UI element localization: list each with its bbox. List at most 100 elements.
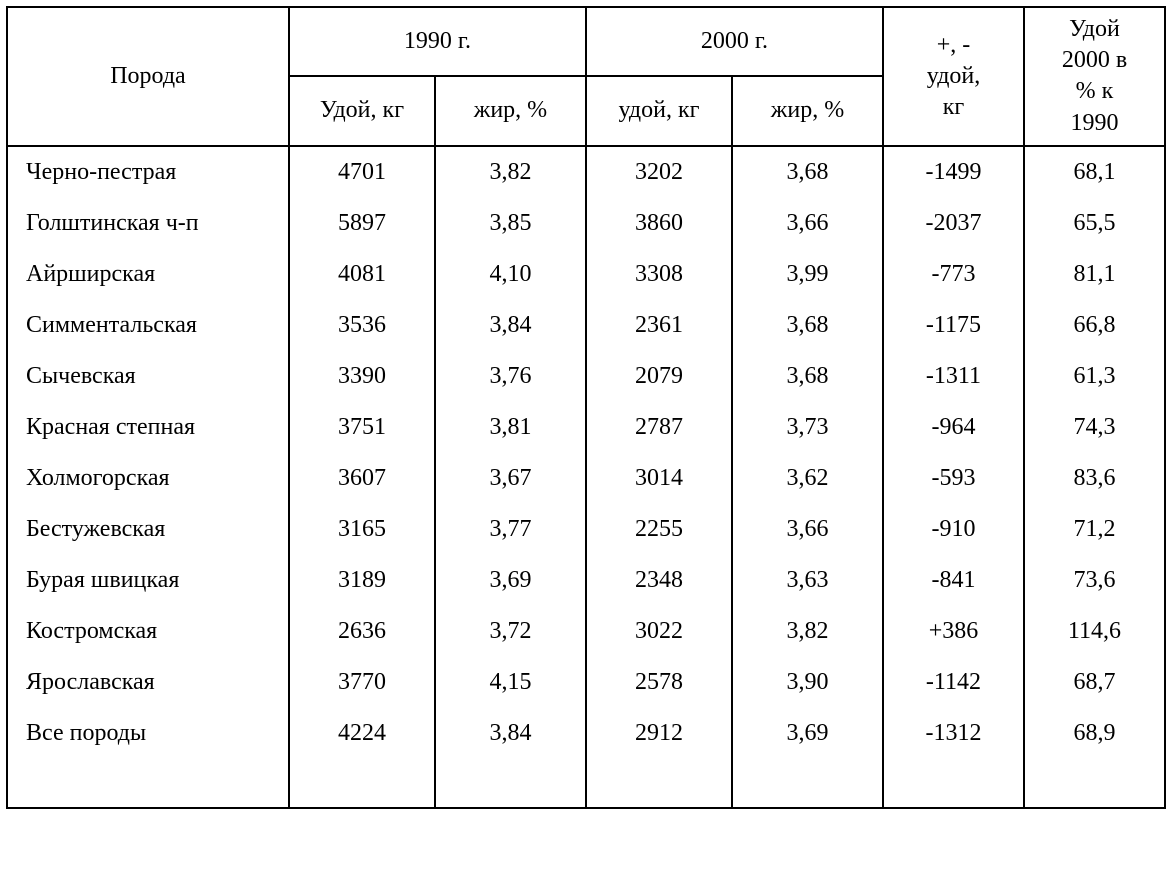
cell-pct: 68,1 <box>1024 146 1165 198</box>
cell-diff: -841 <box>883 555 1024 606</box>
cell-diff: -593 <box>883 453 1024 504</box>
cell-diff: -773 <box>883 249 1024 300</box>
header-year-2000: 2000 г. <box>586 7 883 76</box>
cell-breed: Холмогорская <box>7 453 289 504</box>
cell-udoy-2000: 3014 <box>586 453 732 504</box>
table-row: Ярославская37704,1525783,90-114268,7 <box>7 657 1165 708</box>
cell-diff: -910 <box>883 504 1024 555</box>
table-row: Айрширская40814,1033083,99-77381,1 <box>7 249 1165 300</box>
cell-breed: Бестужевская <box>7 504 289 555</box>
cell-udoy-1990: 4701 <box>289 146 435 198</box>
cell-pct: 68,9 <box>1024 708 1165 808</box>
table-row: Все породы42243,8429123,69-131268,9 <box>7 708 1165 808</box>
cell-udoy-1990: 3770 <box>289 657 435 708</box>
table-row: Костромская26363,7230223,82+386114,6 <box>7 606 1165 657</box>
cell-diff: -1142 <box>883 657 1024 708</box>
cell-breed: Красная степная <box>7 402 289 453</box>
table-row: Сычевская33903,7620793,68-131161,3 <box>7 351 1165 402</box>
cell-pct: 73,6 <box>1024 555 1165 606</box>
table-body: Черно-пестрая47013,8232023,68-149968,1Го… <box>7 146 1165 808</box>
cell-pct: 74,3 <box>1024 402 1165 453</box>
cell-fat-1990: 4,10 <box>435 249 586 300</box>
table-row: Бурая швицкая31893,6923483,63-84173,6 <box>7 555 1165 606</box>
cell-fat-2000: 3,73 <box>732 402 883 453</box>
cell-udoy-1990: 3751 <box>289 402 435 453</box>
header-year-1990: 1990 г. <box>289 7 586 76</box>
cell-udoy-2000: 2787 <box>586 402 732 453</box>
cell-diff: -964 <box>883 402 1024 453</box>
cell-fat-2000: 3,68 <box>732 351 883 402</box>
cell-diff: +386 <box>883 606 1024 657</box>
cell-pct: 81,1 <box>1024 249 1165 300</box>
cell-fat-2000: 3,69 <box>732 708 883 808</box>
cell-fat-2000: 3,82 <box>732 606 883 657</box>
cell-breed: Все породы <box>7 708 289 808</box>
header-fat-2000: жир, % <box>732 76 883 145</box>
cell-udoy-2000: 3308 <box>586 249 732 300</box>
cell-fat-1990: 3,77 <box>435 504 586 555</box>
cell-pct: 61,3 <box>1024 351 1165 402</box>
table-row: Красная степная37513,8127873,73-96474,3 <box>7 402 1165 453</box>
cell-breed: Голштинская ч-п <box>7 198 289 249</box>
cell-udoy-2000: 2361 <box>586 300 732 351</box>
cell-fat-2000: 3,90 <box>732 657 883 708</box>
cell-udoy-1990: 3607 <box>289 453 435 504</box>
cell-diff: -2037 <box>883 198 1024 249</box>
header-diff-udoy: +, -удой,кг <box>883 7 1024 146</box>
cell-fat-1990: 3,84 <box>435 300 586 351</box>
cell-fat-1990: 3,69 <box>435 555 586 606</box>
cell-pct: 66,8 <box>1024 300 1165 351</box>
cell-udoy-2000: 3860 <box>586 198 732 249</box>
cell-fat-2000: 3,68 <box>732 300 883 351</box>
header-fat-1990: жир, % <box>435 76 586 145</box>
cell-breed: Бурая швицкая <box>7 555 289 606</box>
cell-udoy-1990: 3189 <box>289 555 435 606</box>
header-udoy-2000: удой, кг <box>586 76 732 145</box>
cell-udoy-2000: 3202 <box>586 146 732 198</box>
table-row: Голштинская ч-п58973,8538603,66-203765,5 <box>7 198 1165 249</box>
cell-diff: -1499 <box>883 146 1024 198</box>
table-header: Порода 1990 г. 2000 г. +, -удой,кг Удой2… <box>7 7 1165 146</box>
cell-breed: Айрширская <box>7 249 289 300</box>
cell-diff: -1175 <box>883 300 1024 351</box>
cell-udoy-2000: 2079 <box>586 351 732 402</box>
cell-pct: 114,6 <box>1024 606 1165 657</box>
cell-fat-1990: 3,81 <box>435 402 586 453</box>
cell-fat-2000: 3,68 <box>732 146 883 198</box>
cell-fat-2000: 3,62 <box>732 453 883 504</box>
cell-fat-2000: 3,66 <box>732 504 883 555</box>
table-row: Бестужевская31653,7722553,66-91071,2 <box>7 504 1165 555</box>
cell-fat-2000: 3,63 <box>732 555 883 606</box>
cell-fat-1990: 3,82 <box>435 146 586 198</box>
table-row: Холмогорская36073,6730143,62-59383,6 <box>7 453 1165 504</box>
breed-milk-yield-table: Порода 1990 г. 2000 г. +, -удой,кг Удой2… <box>6 6 1166 809</box>
cell-udoy-2000: 2348 <box>586 555 732 606</box>
cell-fat-1990: 4,15 <box>435 657 586 708</box>
cell-pct: 83,6 <box>1024 453 1165 504</box>
cell-breed: Костромская <box>7 606 289 657</box>
cell-breed: Черно-пестрая <box>7 146 289 198</box>
cell-udoy-1990: 3165 <box>289 504 435 555</box>
cell-udoy-1990: 3390 <box>289 351 435 402</box>
cell-pct: 71,2 <box>1024 504 1165 555</box>
cell-fat-2000: 3,99 <box>732 249 883 300</box>
cell-udoy-1990: 5897 <box>289 198 435 249</box>
cell-breed: Симментальская <box>7 300 289 351</box>
cell-fat-1990: 3,85 <box>435 198 586 249</box>
cell-fat-1990: 3,76 <box>435 351 586 402</box>
cell-fat-1990: 3,67 <box>435 453 586 504</box>
cell-udoy-1990: 2636 <box>289 606 435 657</box>
cell-fat-1990: 3,84 <box>435 708 586 808</box>
cell-udoy-1990: 4224 <box>289 708 435 808</box>
cell-pct: 65,5 <box>1024 198 1165 249</box>
cell-breed: Ярославская <box>7 657 289 708</box>
cell-udoy-2000: 2578 <box>586 657 732 708</box>
cell-pct: 68,7 <box>1024 657 1165 708</box>
cell-breed: Сычевская <box>7 351 289 402</box>
cell-udoy-1990: 3536 <box>289 300 435 351</box>
cell-udoy-1990: 4081 <box>289 249 435 300</box>
cell-diff: -1311 <box>883 351 1024 402</box>
cell-udoy-2000: 2912 <box>586 708 732 808</box>
cell-udoy-2000: 2255 <box>586 504 732 555</box>
cell-fat-2000: 3,66 <box>732 198 883 249</box>
